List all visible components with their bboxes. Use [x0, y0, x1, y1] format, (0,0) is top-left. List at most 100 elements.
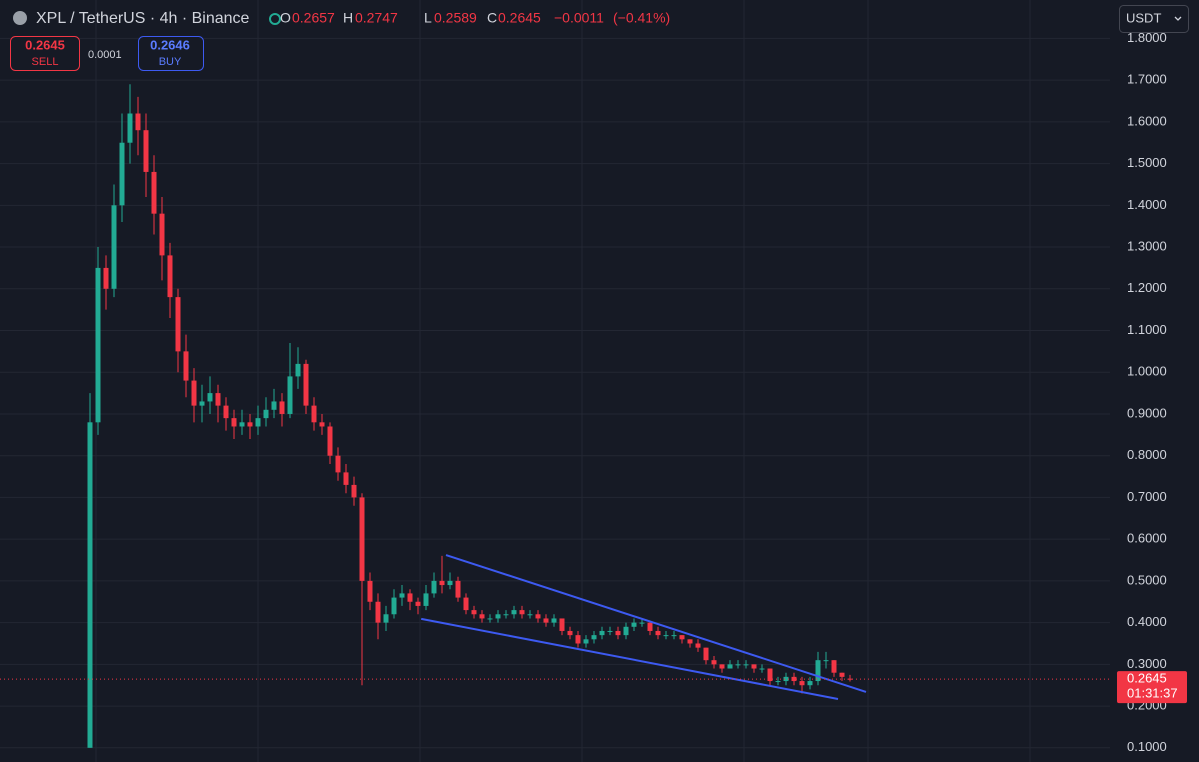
candle-body — [735, 664, 741, 666]
ohlc-label: H — [343, 10, 353, 26]
currency-dropdown[interactable]: USDT — [1119, 5, 1189, 33]
candle-body — [191, 380, 197, 406]
last-price-label: 0.2645 — [1127, 671, 1167, 686]
candle-body — [519, 610, 525, 615]
candle-body — [535, 614, 541, 619]
candle-body — [495, 614, 501, 619]
ohlc-value: 0.2589 — [434, 10, 477, 26]
candle-body — [311, 405, 317, 423]
last-price-box — [1117, 671, 1187, 704]
y-tick-label: 1.8000 — [1127, 30, 1167, 45]
candle-body — [407, 593, 413, 602]
candle-body — [319, 422, 325, 427]
candle-body — [431, 580, 437, 594]
y-tick-label: 0.1000 — [1127, 739, 1167, 754]
vertical-grid — [95, 0, 1031, 762]
dropdown-caret[interactable] — [1174, 16, 1182, 21]
buy-button[interactable]: 0.2646 BUY — [138, 36, 204, 71]
candle-body — [823, 660, 829, 662]
candle-body — [623, 626, 629, 636]
candle-body — [327, 426, 333, 456]
candle-body — [631, 622, 637, 627]
candle-body — [175, 297, 181, 352]
horizontal-grid — [0, 37, 1110, 749]
candle-body — [423, 593, 429, 606]
candle-body — [543, 618, 549, 623]
ohlc-value: 0.2747 — [355, 10, 398, 26]
candle-body — [103, 267, 109, 289]
candle-body — [231, 418, 237, 427]
symbol-icon — [13, 11, 27, 25]
candle-body — [255, 418, 261, 427]
change: −0.0011 — [554, 10, 604, 26]
candle-body — [303, 363, 309, 406]
candle-body — [583, 639, 589, 644]
symbol-title[interactable]: XPL / TetherUS · 4h · Binance — [36, 10, 250, 27]
countdown: 01:31:37 — [1127, 686, 1178, 701]
candle-body — [527, 614, 533, 616]
candle-body — [183, 351, 189, 381]
candle-body — [439, 580, 445, 586]
sell-price[interactable]: 0.2645 — [25, 37, 65, 52]
candle-body — [767, 668, 773, 682]
candle-body — [703, 647, 709, 661]
candle-body — [463, 597, 469, 611]
candle-body — [727, 664, 733, 669]
candle-body — [687, 639, 693, 644]
candle-body — [599, 630, 605, 636]
trendline — [421, 617, 839, 700]
market-status — [269, 13, 281, 25]
candle-body — [503, 614, 509, 616]
currency[interactable]: USDT — [1126, 10, 1161, 25]
candle-body — [263, 409, 269, 419]
y-tick-label: 1.1000 — [1127, 322, 1167, 337]
candle-body — [639, 622, 645, 624]
dropdown-box[interactable] — [1119, 5, 1189, 33]
candle-body — [815, 660, 821, 682]
y-tick-label: 1.7000 — [1127, 72, 1167, 87]
trendline — [445, 554, 867, 693]
candle-body — [719, 664, 725, 669]
sell-box[interactable] — [10, 36, 80, 71]
candle-body — [199, 401, 205, 406]
candle-body — [671, 635, 677, 637]
candle-body — [551, 618, 557, 623]
candle-body — [791, 676, 797, 682]
ohlc-value: 0.2657 — [292, 10, 335, 26]
candle-body — [111, 205, 117, 289]
candle-body — [679, 635, 685, 640]
candle-body — [455, 580, 461, 598]
candle-body — [271, 401, 277, 410]
y-tick-label: 0.8000 — [1127, 447, 1167, 462]
candle-body — [751, 664, 757, 669]
buy-box[interactable] — [138, 36, 204, 71]
candle-body — [615, 630, 621, 636]
candle-body — [479, 614, 485, 619]
y-tick-label: 1.3000 — [1127, 238, 1167, 253]
candle-body — [287, 376, 293, 414]
candle-body — [415, 601, 421, 606]
candle-body — [383, 614, 389, 623]
y-tick-label: 1.5000 — [1127, 155, 1167, 170]
candle-body — [655, 630, 661, 636]
candle-body — [279, 401, 285, 414]
y-tick-label: 0.9000 — [1127, 405, 1167, 420]
sell-button[interactable]: 0.2645 SELL — [10, 36, 80, 71]
candle-body — [487, 618, 493, 620]
candle-body — [367, 580, 373, 602]
price-axis: 0.10000.20000.30000.40000.50000.60000.70… — [1117, 30, 1187, 754]
candle-body — [391, 597, 397, 615]
candle-body — [247, 422, 253, 427]
candle-body — [775, 681, 781, 683]
y-tick-label: 1.6000 — [1127, 113, 1167, 128]
buy-label[interactable]: BUY — [159, 56, 182, 68]
buy-price[interactable]: 0.2646 — [150, 37, 190, 52]
candle-body — [759, 668, 765, 670]
candle-body — [647, 622, 653, 631]
candle-body — [87, 422, 93, 748]
sell-label[interactable]: SELL — [32, 56, 59, 68]
change-pct: (−0.41%) — [613, 10, 670, 26]
candle-body — [831, 660, 837, 673]
candle-body — [127, 113, 133, 143]
